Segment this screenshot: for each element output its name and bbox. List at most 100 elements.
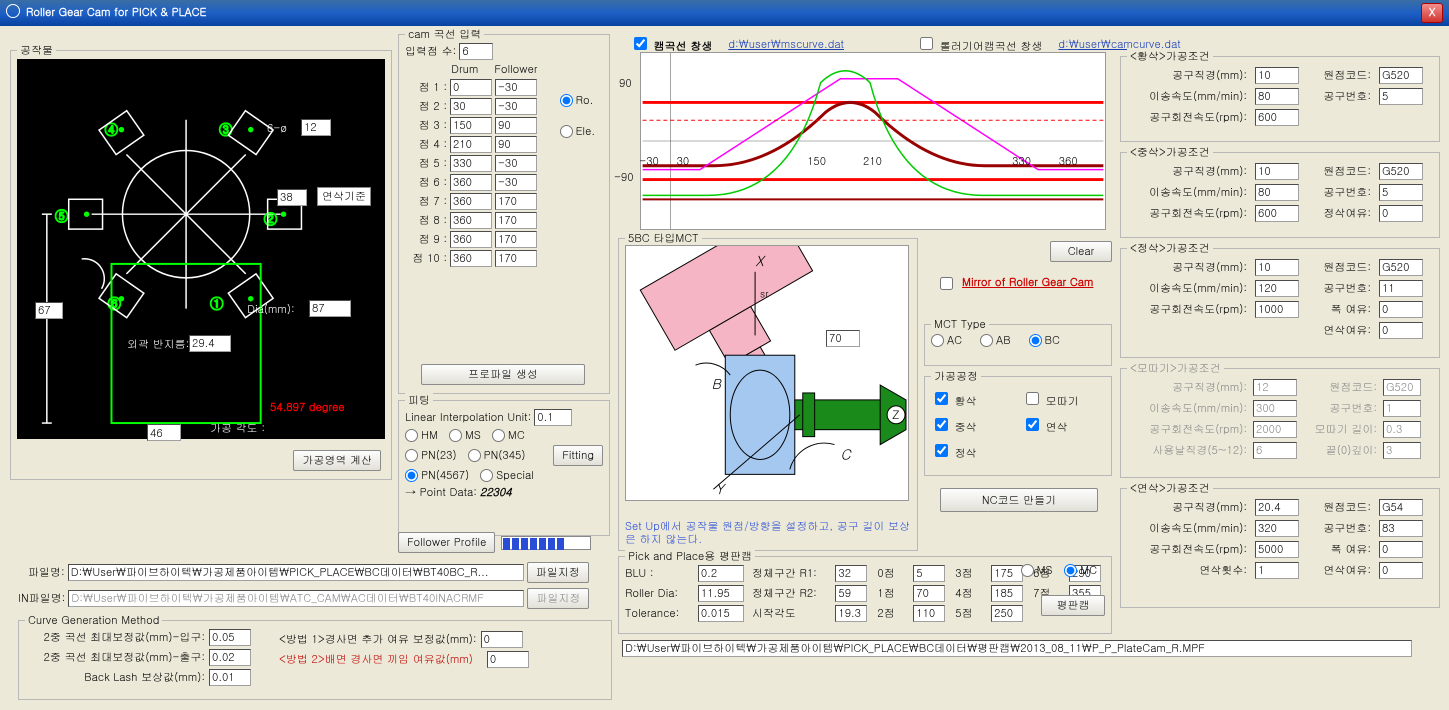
fitting-button[interactable]: Fitting — [553, 445, 603, 466]
opt-ab[interactable]: AB — [980, 333, 1011, 348]
y-org[interactable] — [1379, 499, 1423, 516]
roller-curve-checkbox[interactable]: 롤러기어캠곡선 창생 — [916, 34, 1042, 54]
je-ym[interactable] — [1379, 322, 1423, 339]
h-tno[interactable] — [1379, 88, 1423, 105]
y-feed[interactable] — [1255, 520, 1299, 537]
chk-hwang[interactable]: 황삭 — [931, 389, 1014, 409]
j-tno[interactable] — [1379, 184, 1423, 201]
pp-p2[interactable] — [913, 605, 945, 622]
nc-code-button[interactable]: NC코드 만들기 — [940, 488, 1098, 512]
cg-m2[interactable] — [487, 651, 529, 668]
file-input[interactable] — [68, 564, 524, 581]
cam-foll-6[interactable] — [495, 193, 537, 210]
dim-w-value[interactable]: 46 — [147, 424, 181, 441]
pp-mc[interactable]: MC — [1064, 563, 1097, 578]
j-tool-d[interactable] — [1255, 163, 1299, 180]
y-tno[interactable] — [1379, 520, 1423, 537]
je-wm[interactable] — [1379, 301, 1423, 318]
je-rpm[interactable] — [1255, 301, 1299, 318]
mirror-checkbox[interactable]: Mirror of Roller Gear Cam — [936, 275, 1072, 293]
chk-motagi[interactable]: 모따기 — [1022, 389, 1105, 409]
opt-ele[interactable]: Ele. — [560, 124, 595, 139]
opt-hm[interactable]: HM — [405, 428, 438, 443]
pp-p1[interactable] — [913, 585, 945, 602]
outer-radius-input[interactable] — [189, 335, 231, 352]
cg-bl[interactable] — [209, 669, 251, 686]
chk-yeon[interactable]: 연삭 — [1022, 415, 1105, 435]
clear-button[interactable]: Clear — [1050, 241, 1112, 262]
cam-foll-9[interactable] — [495, 250, 537, 267]
dia-input[interactable] — [309, 300, 351, 317]
opt-ms[interactable]: MS — [449, 428, 481, 443]
opt-special[interactable]: Special — [480, 468, 534, 483]
cam-drum-0[interactable] — [450, 79, 492, 96]
cam-curve-checkbox[interactable]: 캠곡선 창생 — [630, 34, 712, 54]
cg-out[interactable] — [209, 649, 251, 666]
pp-r1[interactable] — [835, 565, 867, 582]
pp-tol[interactable] — [698, 605, 744, 622]
y-tool-d[interactable] — [1255, 499, 1299, 516]
opt-ac[interactable]: AC — [931, 333, 962, 348]
input-count[interactable] — [459, 43, 493, 60]
calc-region-button[interactable]: 가공영역 계산 — [293, 450, 381, 471]
pp-p0[interactable] — [913, 565, 945, 582]
y-rpm[interactable] — [1255, 541, 1299, 558]
pp-p5[interactable] — [991, 605, 1023, 622]
j-org[interactable] — [1379, 163, 1423, 180]
j-jm[interactable] — [1379, 205, 1423, 222]
close-button[interactable]: X — [1421, 3, 1443, 23]
cam-drum-9[interactable] — [450, 250, 492, 267]
pp-rdia[interactable] — [698, 585, 744, 602]
pp-ms[interactable]: MS — [1021, 563, 1053, 578]
opt-ro[interactable]: Ro. — [560, 93, 595, 108]
cam-foll-7[interactable] — [495, 212, 537, 229]
gen-profile-button[interactable]: 프로파일 생성 — [421, 364, 585, 385]
j-rpm[interactable] — [1255, 205, 1299, 222]
h-rpm[interactable] — [1255, 109, 1299, 126]
cam-foll-8[interactable] — [495, 231, 537, 248]
pp-sa[interactable] — [835, 605, 867, 622]
file-button[interactable]: 파일지정 — [527, 562, 589, 583]
cam-foll-3[interactable] — [495, 136, 537, 153]
j-feed[interactable] — [1255, 184, 1299, 201]
h-tool-d[interactable] — [1255, 67, 1299, 84]
je-tool-d[interactable] — [1255, 259, 1299, 276]
pp-blu[interactable] — [698, 565, 744, 582]
dim38-input[interactable] — [277, 189, 307, 206]
pp-r2[interactable] — [835, 585, 867, 602]
je-tno[interactable] — [1379, 280, 1423, 297]
cam-drum-5[interactable] — [450, 174, 492, 191]
cg-in[interactable] — [209, 629, 251, 646]
chk-jeong[interactable]: 정삭 — [931, 441, 1014, 461]
cam-curve-path[interactable]: d:₩user₩mscurve.dat — [728, 37, 844, 52]
liu-input[interactable] — [534, 409, 572, 426]
je-feed[interactable] — [1255, 280, 1299, 297]
cam-foll-2[interactable] — [495, 117, 537, 134]
pp-p4[interactable] — [991, 585, 1023, 602]
opt-pn345[interactable]: PN(345) — [468, 448, 526, 463]
opt-pn4567[interactable]: PN(4567) — [405, 468, 469, 483]
y-wm[interactable] — [1379, 541, 1423, 558]
follower-profile-button[interactable]: Follower Profile — [398, 532, 495, 553]
opt-mc[interactable]: MC — [492, 428, 525, 443]
output-path[interactable] — [622, 640, 1412, 657]
cam-drum-1[interactable] — [450, 98, 492, 115]
dim-h-input[interactable] — [35, 302, 63, 319]
cam-drum-4[interactable] — [450, 155, 492, 172]
cam-drum-3[interactable] — [450, 136, 492, 153]
cam-foll-5[interactable] — [495, 174, 537, 191]
cam-drum-6[interactable] — [450, 193, 492, 210]
cam-drum-8[interactable] — [450, 231, 492, 248]
chk-jung[interactable]: 중삭 — [931, 415, 1014, 435]
mct-70-input[interactable] — [826, 330, 860, 347]
je-org[interactable] — [1379, 259, 1423, 276]
h-org[interactable] — [1379, 67, 1423, 84]
h-feed[interactable] — [1255, 88, 1299, 105]
cam-foll-4[interactable] — [495, 155, 537, 172]
cam-foll-1[interactable] — [495, 98, 537, 115]
flat-cam-button[interactable]: 평판캠 — [1041, 595, 1105, 616]
y-ym[interactable] — [1379, 562, 1423, 579]
hole-d-input[interactable] — [301, 119, 331, 136]
cam-foll-0[interactable] — [495, 79, 537, 96]
y-cnt[interactable] — [1255, 562, 1299, 579]
